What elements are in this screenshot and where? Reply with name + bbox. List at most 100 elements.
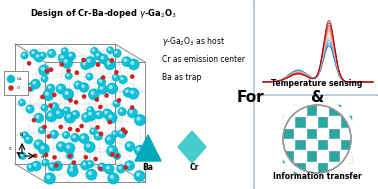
Circle shape bbox=[42, 159, 49, 166]
Circle shape bbox=[32, 161, 41, 171]
Circle shape bbox=[28, 87, 31, 91]
Circle shape bbox=[34, 140, 43, 149]
Circle shape bbox=[34, 113, 43, 122]
Circle shape bbox=[109, 115, 112, 118]
Circle shape bbox=[79, 134, 89, 143]
Bar bbox=[306, 162, 317, 173]
Circle shape bbox=[63, 49, 65, 51]
Circle shape bbox=[65, 91, 68, 94]
Circle shape bbox=[112, 131, 118, 137]
Circle shape bbox=[91, 91, 94, 94]
Circle shape bbox=[64, 133, 66, 135]
Circle shape bbox=[71, 134, 79, 142]
Circle shape bbox=[91, 129, 93, 131]
Bar bbox=[306, 150, 317, 162]
Circle shape bbox=[32, 51, 34, 53]
Circle shape bbox=[31, 80, 40, 89]
Circle shape bbox=[107, 61, 110, 64]
Circle shape bbox=[63, 132, 69, 138]
Circle shape bbox=[41, 76, 48, 82]
Circle shape bbox=[40, 52, 46, 59]
Circle shape bbox=[105, 135, 115, 145]
Circle shape bbox=[105, 94, 108, 97]
Circle shape bbox=[96, 63, 100, 66]
Circle shape bbox=[36, 115, 39, 118]
Circle shape bbox=[86, 73, 93, 80]
Circle shape bbox=[86, 110, 96, 120]
Circle shape bbox=[30, 50, 38, 58]
Circle shape bbox=[108, 173, 119, 184]
Circle shape bbox=[130, 91, 133, 94]
Text: Ba as trap: Ba as trap bbox=[162, 73, 201, 81]
Bar bbox=[328, 139, 340, 150]
Circle shape bbox=[88, 108, 90, 110]
Circle shape bbox=[100, 165, 102, 167]
Circle shape bbox=[59, 125, 62, 129]
Circle shape bbox=[59, 54, 68, 63]
Circle shape bbox=[19, 99, 25, 106]
Circle shape bbox=[91, 48, 98, 54]
Circle shape bbox=[57, 142, 66, 151]
Circle shape bbox=[96, 134, 98, 136]
Circle shape bbox=[116, 154, 119, 157]
FancyBboxPatch shape bbox=[4, 71, 28, 95]
Bar bbox=[328, 162, 340, 173]
Bar bbox=[340, 150, 351, 162]
Circle shape bbox=[36, 142, 39, 145]
Circle shape bbox=[43, 125, 46, 129]
Circle shape bbox=[109, 148, 112, 151]
Circle shape bbox=[82, 85, 84, 88]
Circle shape bbox=[54, 109, 64, 118]
Bar bbox=[340, 128, 351, 139]
Circle shape bbox=[127, 144, 130, 146]
Circle shape bbox=[74, 101, 77, 104]
Bar bbox=[317, 105, 328, 116]
Bar bbox=[294, 162, 306, 173]
Bar bbox=[317, 139, 328, 150]
Circle shape bbox=[32, 119, 36, 122]
Circle shape bbox=[43, 161, 45, 163]
Circle shape bbox=[125, 161, 134, 170]
Circle shape bbox=[124, 59, 127, 62]
Circle shape bbox=[34, 53, 43, 62]
Circle shape bbox=[26, 137, 28, 139]
Bar bbox=[283, 139, 294, 150]
Circle shape bbox=[88, 172, 91, 175]
Circle shape bbox=[100, 87, 103, 89]
Circle shape bbox=[84, 156, 87, 159]
Circle shape bbox=[49, 104, 52, 107]
Circle shape bbox=[82, 113, 91, 122]
Circle shape bbox=[64, 143, 74, 153]
Circle shape bbox=[105, 111, 107, 114]
Circle shape bbox=[36, 55, 39, 57]
Circle shape bbox=[76, 129, 79, 132]
Circle shape bbox=[65, 73, 72, 79]
Circle shape bbox=[110, 59, 113, 62]
Circle shape bbox=[47, 84, 55, 92]
Circle shape bbox=[81, 161, 90, 170]
Circle shape bbox=[65, 108, 67, 110]
Bar bbox=[306, 162, 317, 173]
Circle shape bbox=[47, 175, 50, 178]
Circle shape bbox=[51, 131, 58, 138]
Circle shape bbox=[124, 166, 127, 169]
Circle shape bbox=[97, 113, 99, 115]
Circle shape bbox=[41, 67, 44, 70]
Polygon shape bbox=[178, 131, 206, 163]
Circle shape bbox=[8, 75, 14, 83]
Circle shape bbox=[55, 163, 57, 166]
Circle shape bbox=[87, 161, 94, 167]
Text: Cr: Cr bbox=[189, 163, 199, 171]
Circle shape bbox=[48, 113, 51, 116]
Circle shape bbox=[137, 117, 140, 120]
Circle shape bbox=[114, 153, 120, 159]
Circle shape bbox=[53, 93, 56, 96]
Circle shape bbox=[33, 82, 36, 84]
Circle shape bbox=[102, 76, 105, 79]
Text: $\gamma$-Ga$_2$O$_3$ as host: $\gamma$-Ga$_2$O$_3$ as host bbox=[162, 35, 225, 47]
Bar bbox=[294, 139, 306, 150]
Bar bbox=[294, 128, 306, 139]
Bar bbox=[340, 128, 351, 139]
Circle shape bbox=[122, 57, 131, 66]
Text: c: c bbox=[9, 146, 12, 152]
